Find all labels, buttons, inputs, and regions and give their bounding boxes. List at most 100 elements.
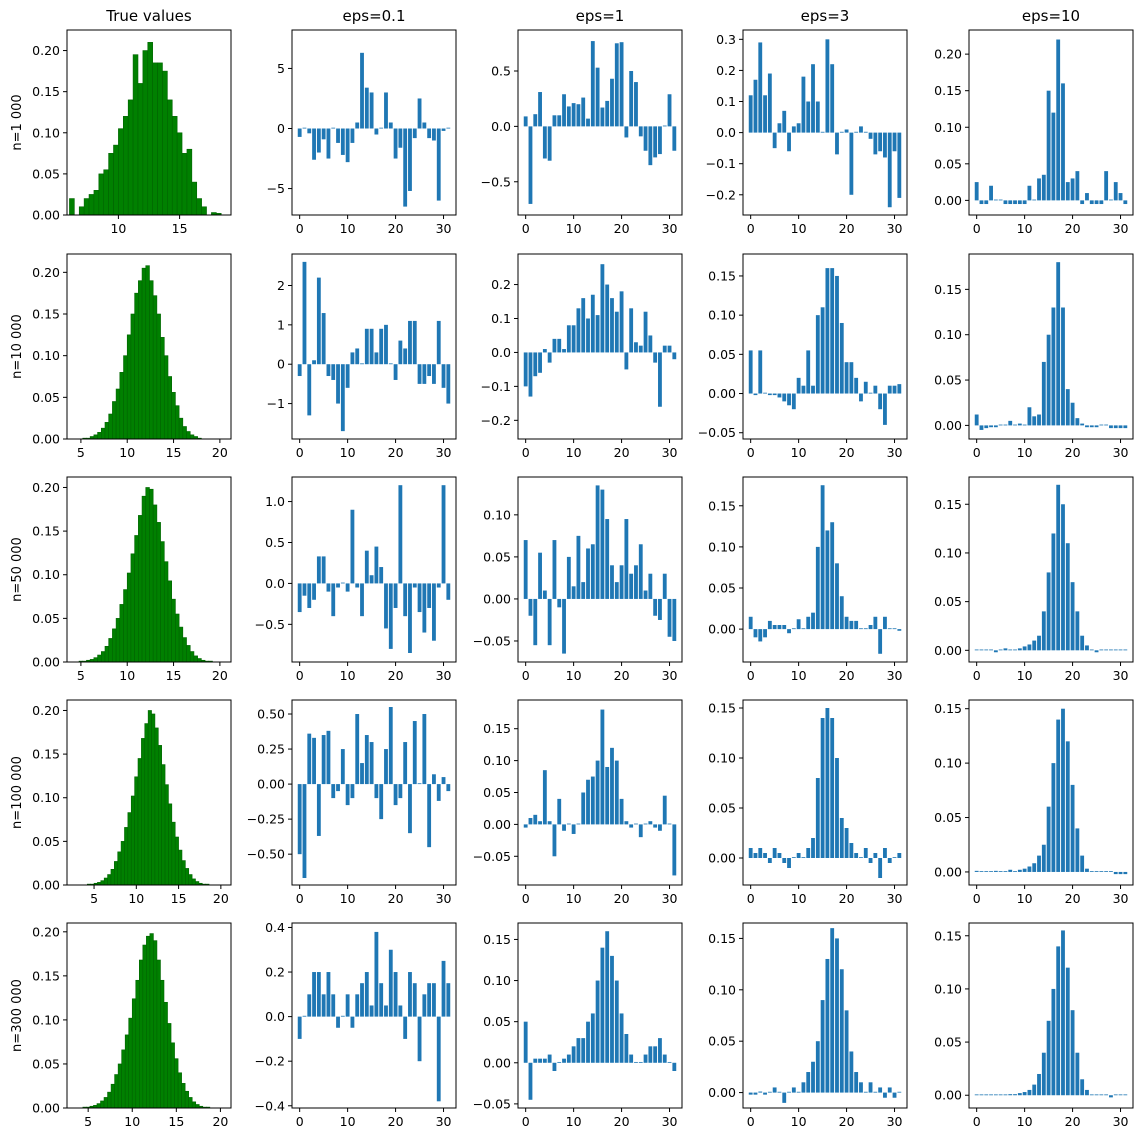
noisy-bar bbox=[538, 1058, 542, 1063]
noisy-bar bbox=[1046, 806, 1051, 872]
noisy-bar bbox=[528, 352, 533, 397]
y-tick-label: 0.2 bbox=[716, 63, 736, 78]
noisy-bar bbox=[538, 92, 542, 127]
noisy-bar bbox=[796, 123, 801, 133]
true-bar bbox=[98, 173, 105, 215]
x-tick-label: 10 bbox=[566, 1114, 582, 1129]
noisy-bar bbox=[815, 778, 820, 858]
noisy-bar bbox=[1099, 871, 1104, 872]
noisy-bar bbox=[427, 784, 432, 848]
noisy-bar bbox=[1013, 649, 1017, 651]
noisy-bar bbox=[772, 132, 777, 149]
true-bar bbox=[119, 372, 124, 439]
noisy-bar bbox=[753, 1092, 758, 1095]
x-tick-label: 0 bbox=[522, 445, 530, 460]
noisy-bar bbox=[634, 1061, 638, 1063]
noisy-bar bbox=[878, 393, 883, 410]
noisy-bar bbox=[796, 1091, 801, 1093]
x-tick-label: 30 bbox=[436, 1114, 452, 1129]
noisy-bar bbox=[1056, 39, 1061, 201]
true-bar bbox=[163, 561, 169, 662]
noisy-bar bbox=[1003, 1094, 1008, 1096]
y-tick-label: 0.00 bbox=[934, 193, 962, 208]
noisy-bar bbox=[432, 774, 436, 785]
noisy-bar bbox=[1089, 1094, 1094, 1096]
noisy-bar bbox=[547, 126, 552, 161]
noisy-bar bbox=[767, 1091, 772, 1093]
y-tick-label: −0.5 bbox=[255, 617, 285, 632]
true-bar bbox=[118, 128, 124, 215]
noisy-bar bbox=[364, 87, 369, 129]
noisy-bar bbox=[600, 489, 605, 599]
axes-frame bbox=[968, 253, 1134, 440]
noisy-bar bbox=[648, 335, 653, 353]
true-bar bbox=[193, 655, 198, 662]
noisy-bar bbox=[542, 126, 547, 159]
column-title: eps=1 bbox=[576, 7, 625, 25]
noisy-bar bbox=[446, 364, 451, 404]
noisy-bar bbox=[849, 362, 854, 394]
true-bar bbox=[124, 1034, 130, 1108]
y-tick-label: 0.00 bbox=[708, 1085, 736, 1100]
noisy-bar bbox=[566, 325, 571, 353]
x-tick-label: 20 bbox=[212, 1114, 228, 1129]
true-bar bbox=[216, 213, 222, 215]
noisy-bar bbox=[825, 530, 830, 630]
noisy-bar bbox=[624, 821, 629, 825]
noisy-bar bbox=[316, 556, 321, 584]
noisy-bar bbox=[1022, 424, 1027, 426]
noisy-bar bbox=[863, 1091, 868, 1093]
noisy-bar bbox=[1065, 389, 1070, 426]
noisy-bar bbox=[806, 616, 811, 630]
true-bar bbox=[188, 874, 193, 885]
y-tick-label: −1 bbox=[267, 396, 285, 411]
true-bar bbox=[167, 1023, 172, 1108]
noisy-bar bbox=[839, 818, 844, 858]
bars bbox=[748, 928, 902, 1103]
noisy-bar bbox=[815, 315, 820, 394]
true-bar bbox=[184, 1090, 189, 1108]
noisy-bar bbox=[336, 364, 340, 404]
noisy-bar bbox=[562, 349, 566, 353]
noisy-bar bbox=[772, 848, 777, 858]
true-bar bbox=[189, 651, 195, 662]
x-tick-label: 20 bbox=[388, 221, 404, 236]
noisy-bar bbox=[868, 858, 873, 863]
noisy-bar bbox=[412, 983, 417, 1017]
true-bar bbox=[123, 355, 128, 439]
x-tick-label: 10 bbox=[119, 668, 135, 683]
true-bar bbox=[121, 1049, 126, 1108]
noisy-bar bbox=[557, 798, 562, 825]
x-tick-label: 10 bbox=[566, 668, 582, 683]
noisy-bar bbox=[806, 1072, 811, 1093]
true-bar bbox=[171, 116, 178, 215]
noisy-bar bbox=[1113, 1094, 1118, 1096]
noisy-bar bbox=[614, 760, 619, 825]
noisy-bar bbox=[1041, 361, 1046, 426]
true-bar bbox=[112, 401, 117, 439]
x-tick-label: 30 bbox=[662, 1114, 678, 1129]
y-tick-label: 0.10 bbox=[483, 973, 511, 988]
noisy-bar bbox=[772, 1087, 777, 1093]
true-bar bbox=[168, 803, 173, 885]
true-bar bbox=[141, 738, 146, 885]
panel-r3-c4: 0.00 0.05 0.10 0.15 0 10 20 30 bbox=[708, 476, 908, 683]
true-bar bbox=[164, 784, 169, 885]
panel-r5-c3: −0.05 0.00 0.05 0.10 0.15 0 10 20 30 bbox=[473, 922, 683, 1129]
panel-r5-c2: −0.4 −0.2 0.0 0.2 0.4 0 10 20 30 bbox=[255, 920, 457, 1129]
y-tick-label: 0.05 bbox=[32, 611, 60, 626]
noisy-bar bbox=[839, 596, 844, 630]
noisy-bar bbox=[1118, 425, 1123, 429]
noisy-bar bbox=[820, 485, 825, 630]
true-bar bbox=[145, 487, 150, 662]
noisy-bar bbox=[1080, 423, 1085, 426]
noisy-bar bbox=[427, 583, 432, 608]
noisy-bar bbox=[614, 582, 619, 599]
noisy-bar bbox=[345, 784, 350, 806]
y-tick-label: 0.05 bbox=[708, 801, 736, 816]
noisy-bar bbox=[748, 848, 753, 858]
true-bar bbox=[135, 979, 140, 1108]
noisy-bar bbox=[825, 268, 830, 394]
noisy-bar bbox=[1070, 402, 1075, 426]
